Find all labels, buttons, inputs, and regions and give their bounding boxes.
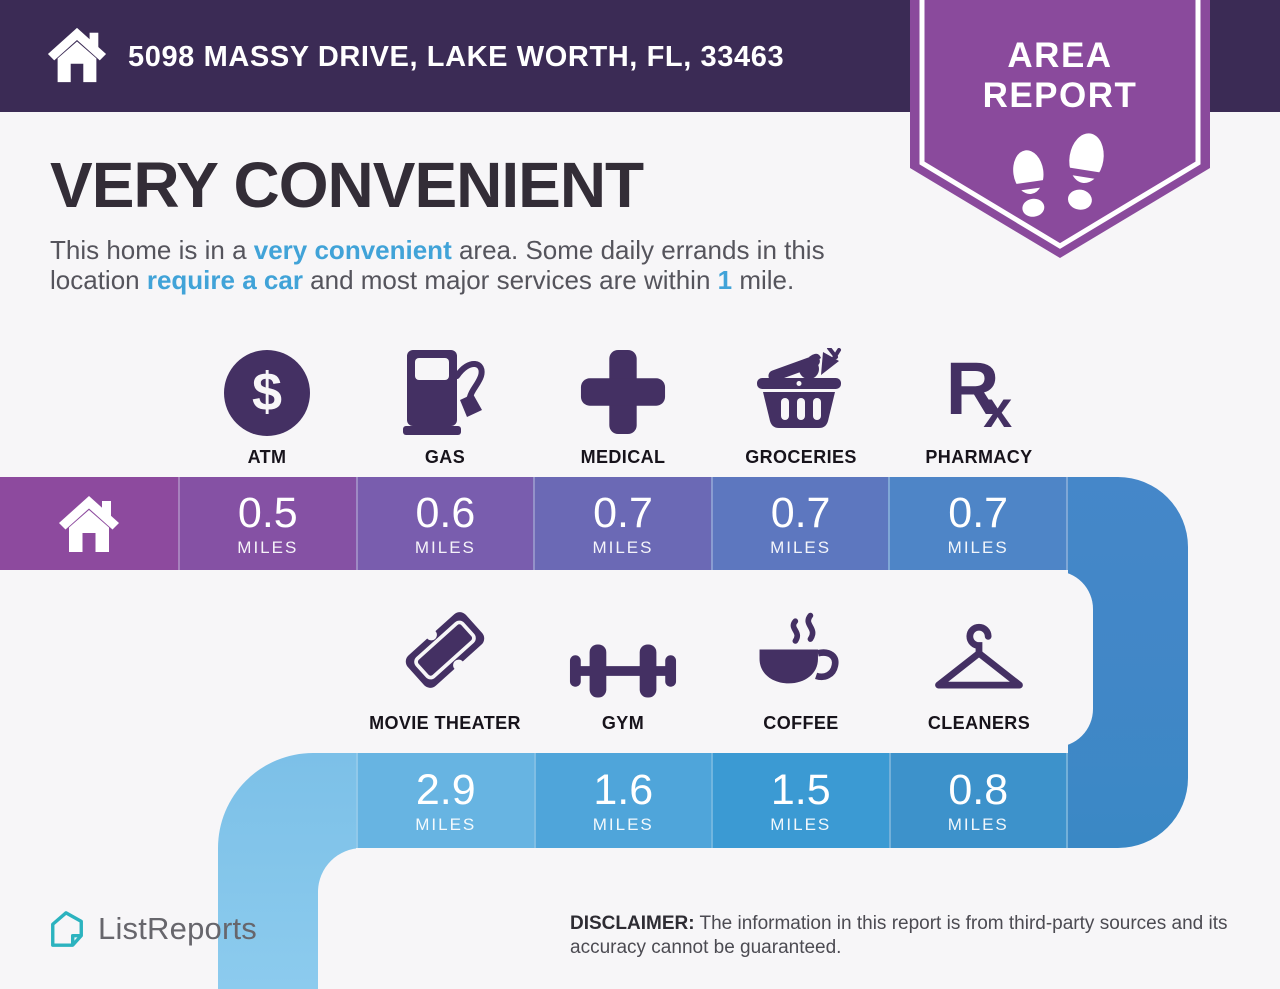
distance-unit: MILES [770,537,832,557]
distance-unit: MILES [592,814,654,834]
distance-unit: MILES [415,814,477,834]
listreports-logo: ListReports [48,908,257,950]
service-movie-theater: MOVIE THEATER [356,596,534,746]
distance-value: 0.7 [593,488,653,537]
dumbbell-icon [569,644,677,698]
distance-unit: MILES [237,537,299,557]
summary-highlight-convenient: very convenient [253,235,452,265]
coffee-cup-icon [759,612,839,684]
service-label: PHARMACY [925,447,1033,467]
home-icon [59,495,119,552]
service-gym: GYM [534,596,712,746]
services-row-top: $ ATM GAS [178,338,1068,470]
distance-cell-movie-theater: 2.9 MILES [356,753,534,848]
distance-value: 0.6 [415,488,476,537]
page-title: VERY CONVENIENT [50,149,644,221]
summary-text: location [50,265,147,295]
service-label: CLEANERS [927,713,1031,733]
distance-value: 2.9 [415,765,476,814]
services-row-bottom: MOVIE THEATER GYM [356,596,1068,746]
service-gas: GAS [356,338,534,470]
service-label: ATM [247,447,287,467]
hanger-icon [935,623,1023,689]
distance-cell-gym: 1.6 MILES [533,753,711,848]
service-medical: MEDICAL [534,338,712,470]
property-address: 5098 MASSY DRIVE, LAKE WORTH, FL, 33463 [128,41,785,73]
distance-value: 0.7 [770,488,831,537]
distance-value: 0.7 [948,488,1009,537]
dollar-glyph: $ [251,362,283,422]
home-icon [47,27,107,83]
ribbon-inner-cutout-bottom [318,848,1280,989]
movie-ticket-icon [405,612,485,688]
gas-pump-icon [403,350,485,435]
badge-title-line2: REPORT [982,76,1138,115]
distance-unit: MILES [947,814,1009,834]
area-report-badge: AREA REPORT [910,0,1210,258]
rx-r-glyph: R [945,347,999,430]
distance-value: 1.6 [593,765,654,814]
service-groceries: GROCERIES [712,338,890,470]
service-cleaners: CLEANERS [890,596,1068,746]
disclaimer-label: DISCLAIMER: [570,913,695,934]
summary-highlight-mile: 1 [717,265,733,295]
badge-ribbon-shape [910,0,1210,258]
grocery-basket-icon [757,348,841,428]
distance-cell-groceries: 0.7 MILES [710,477,889,570]
brand-name: ListReports [98,911,257,946]
distance-cell-coffee: 1.5 MILES [711,753,889,848]
summary-paragraph: This home is in a very convenient area. … [50,235,825,295]
distance-value: 0.8 [948,765,1009,814]
distance-cell-medical: 0.7 MILES [533,477,711,570]
service-label: GAS [424,447,466,467]
service-label: MEDICAL [580,447,666,467]
service-label: COFFEE [763,713,839,733]
summary-highlight-car: require a car [146,265,303,295]
distance-unit: MILES [592,537,654,557]
service-label: GYM [601,713,645,733]
summary-text: and most major services are within [302,265,718,295]
summary-text: area. Some daily errands in this [451,235,825,265]
footsteps-icon [1011,133,1105,217]
disclaimer-text-line1: The information in this report is from t… [694,913,1228,934]
summary-text: mile. [732,265,795,295]
distance-cell-cleaners: 0.8 MILES [888,753,1068,848]
rx-icon: R x [945,347,1013,439]
service-atm: $ ATM [178,338,356,470]
medical-cross-icon [580,349,666,435]
service-coffee: COFFEE [712,596,890,746]
listreports-house-icon [51,911,83,947]
distance-value: 1.5 [770,765,831,814]
distance-cell-atm: 0.5 MILES [178,477,356,570]
summary-text: This home is in a [50,235,254,265]
distance-cell-gas: 0.6 MILES [355,477,534,570]
distance-cell-pharmacy: 0.7 MILES [888,477,1068,570]
disclaimer: DISCLAIMER: The information in this repo… [570,912,1250,960]
service-pharmacy: R x PHARMACY [890,338,1068,470]
distance-unit: MILES [414,537,476,557]
distance-band-top: 0.5 MILES 0.6 MILES 0.7 MILES 0.7 MILES … [0,477,1068,570]
service-label: GROCERIES [745,447,857,467]
rx-x-glyph: x [983,381,1013,439]
service-label: MOVIE THEATER [369,713,521,733]
distance-unit: MILES [770,814,832,834]
disclaimer-text-line2: accuracy cannot be guaranteed. [570,937,842,958]
distance-value: 0.5 [237,488,298,537]
distance-band-bottom: 2.9 MILES 1.6 MILES 1.5 MILES 0.8 MILES [356,753,1068,848]
badge-title-line1: AREA [1007,36,1113,75]
home-cell [0,477,178,570]
atm-dollar-icon: $ [224,350,310,436]
distance-unit: MILES [947,537,1009,557]
